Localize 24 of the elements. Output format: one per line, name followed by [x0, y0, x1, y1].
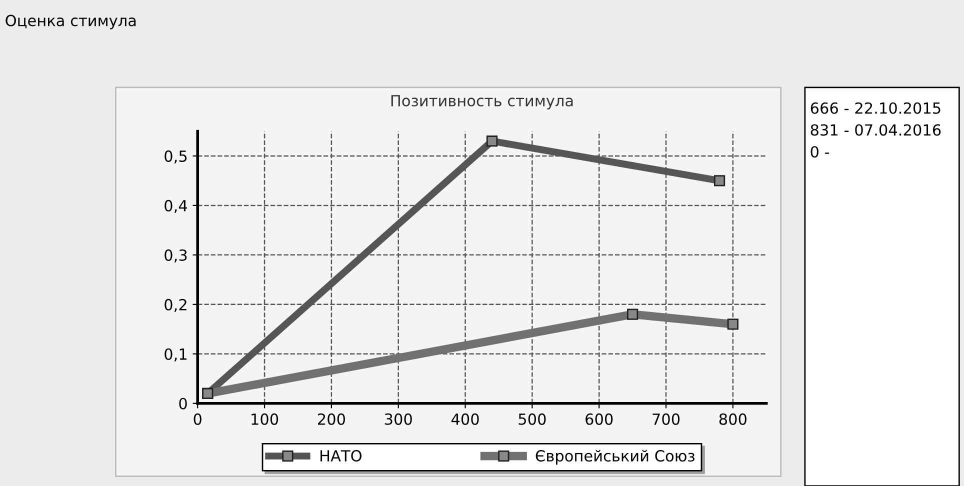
y-tick-label: 0,4: [164, 200, 188, 214]
point: [727, 318, 738, 330]
x-tick-label: 0: [194, 413, 202, 425]
y-tick-label: 0: [179, 398, 187, 410]
x-tick-label: 600: [586, 413, 613, 425]
legend-label: НАТО: [320, 450, 362, 462]
y-tick-label: 0,5: [164, 150, 187, 164]
x-tick-label: 700: [652, 413, 680, 425]
y-tick-label: 0,1: [164, 348, 186, 362]
legend-label: Європейський Союз: [536, 450, 694, 465]
x-tick-label: 800: [719, 413, 746, 425]
y-tick-label: 0,3: [164, 249, 187, 263]
text: 831 - 07.04.2016: [810, 124, 941, 136]
x-tick-label: 400: [451, 413, 479, 425]
chart-title: Позитивность стимула: [391, 95, 573, 110]
point: [627, 308, 638, 320]
text: 0 -: [810, 146, 830, 158]
x-tick-label: 300: [384, 413, 412, 425]
y-tick-label: 0,2: [164, 298, 186, 312]
text: 666 - 22.10.2015: [810, 102, 940, 114]
x-tick-label: 500: [518, 413, 546, 425]
x-tick-label: 100: [252, 413, 278, 425]
text: Оценка стимула: [6, 14, 136, 30]
x-tick-label: 200: [318, 413, 346, 425]
